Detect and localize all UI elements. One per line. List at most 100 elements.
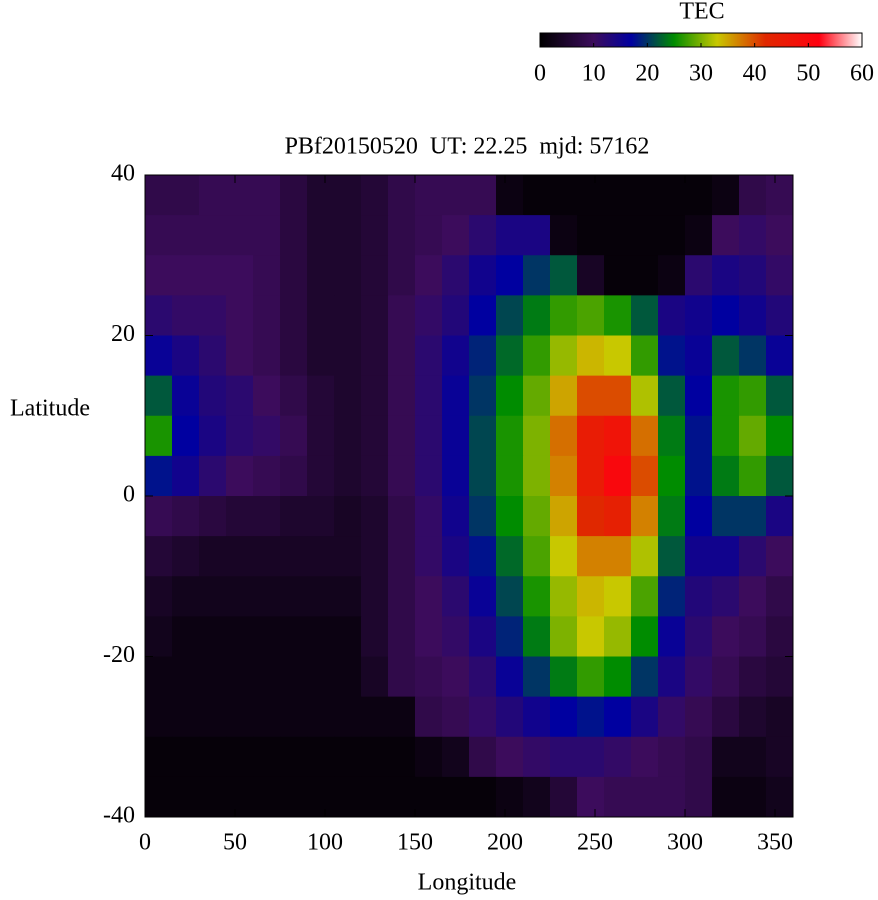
heat-cell [415,696,443,738]
heat-cell [334,576,362,617]
heat-cell [388,175,416,216]
heat-cell [334,375,362,417]
colorbar-tick-label: 50 [796,61,820,87]
heat-cell [766,616,794,657]
heat-cell [307,415,335,457]
heat-cell [415,175,443,216]
heat-cell [253,175,281,216]
heat-cell [415,335,443,377]
heat-cell [199,335,227,377]
heat-cell [172,415,200,457]
heat-cell [469,255,497,296]
heat-cell [658,255,686,296]
heat-cell [658,375,686,417]
heat-cell [145,295,173,336]
heat-cell [469,335,497,377]
colorbar-tick-label: 20 [635,61,659,87]
heat-cell [685,696,713,738]
heat-cell [442,736,470,778]
heat-cell [658,696,686,738]
heat-cell [469,656,497,698]
heat-cell [388,496,416,537]
heat-cell [361,576,389,617]
heat-cell [739,576,767,617]
heat-cell [631,455,659,497]
heat-cell [172,375,200,417]
heat-cell [145,616,173,657]
heat-cell [226,175,254,216]
heat-cell [604,215,632,256]
x-tick-label: 50 [223,830,247,856]
heat-cell [226,696,254,738]
heat-cell [577,335,605,377]
heat-cell [253,656,281,698]
heat-cell [388,375,416,417]
heat-cell [307,616,335,657]
heat-cell [496,696,524,738]
x-tick-label: 0 [139,830,151,856]
heat-cell [334,696,362,738]
heat-cell [658,455,686,497]
heat-cell [577,375,605,417]
heat-cell [766,335,794,377]
heat-cell [172,335,200,377]
heat-cell [739,776,767,818]
heat-cell [523,496,551,537]
heat-cell [442,616,470,657]
heat-cell [442,215,470,256]
heat-cell [658,295,686,336]
heat-cell [469,295,497,336]
heat-cell [658,776,686,818]
heat-cell [388,656,416,698]
heat-cell [388,335,416,377]
heat-cell [658,576,686,617]
heat-cell [415,776,443,818]
heat-cell [496,656,524,698]
heat-cell [712,255,740,296]
heat-cell [604,175,632,216]
chart-title: PBf20150520 UT: 22.25 mjd: 57162 [285,134,650,160]
heat-cell [577,576,605,617]
heat-cell [253,455,281,497]
heat-cell [577,536,605,577]
heat-cell [388,255,416,296]
heat-cell [172,255,200,296]
heat-cell [577,175,605,216]
heat-cell [253,255,281,296]
heat-cell [361,656,389,698]
heat-cell [199,776,227,818]
heat-cell [415,536,443,577]
heat-cell [523,696,551,738]
heat-cell [199,536,227,577]
heat-cell [766,496,794,537]
heat-cell [712,736,740,778]
heat-cell [307,496,335,537]
heat-cell [631,335,659,377]
heat-cell [766,415,794,457]
heat-cell [631,496,659,537]
heat-cell [145,375,173,417]
heat-cell [712,656,740,698]
heat-cell [604,656,632,698]
heat-cell [280,616,308,657]
heat-cell [307,335,335,377]
heat-cell [631,255,659,296]
heat-cell [361,335,389,377]
heat-cell [361,776,389,818]
heat-cell [766,736,794,778]
heat-cell [577,616,605,657]
heat-cell [739,335,767,377]
heat-cell [550,335,578,377]
heat-cell [253,696,281,738]
heat-cell [739,375,767,417]
heat-cell [361,375,389,417]
heat-cell [172,736,200,778]
heat-cell [550,415,578,457]
heat-cell [442,696,470,738]
heat-cell [145,255,173,296]
heat-cell [226,536,254,577]
heat-cell [442,776,470,818]
heat-cell [685,576,713,617]
heat-cell [712,295,740,336]
heat-cell [253,616,281,657]
